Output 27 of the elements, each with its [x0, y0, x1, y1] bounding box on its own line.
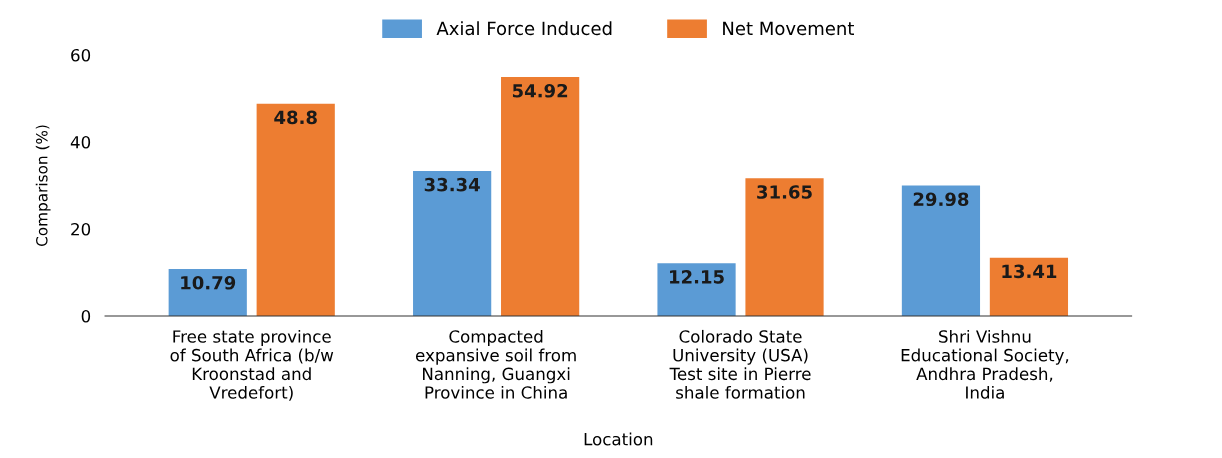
x-axis-title: Location — [584, 432, 653, 446]
x-tick-label: Colorado State University (USA) Test site in Pierre shale formation — [669, 329, 811, 399]
y-tick-label: 0 — [81, 309, 91, 323]
x-tick-label: Shri Vishnu Educational Society, Andhra Pradesh, India — [901, 329, 1069, 399]
data-label: 54.92 — [512, 83, 568, 98]
data-label: 29.98 — [913, 192, 969, 207]
legend-label: Axial Force Induced — [436, 21, 612, 36]
data-label: 31.65 — [757, 185, 812, 199]
bar — [657, 263, 736, 317]
y-tick-label: 60 — [71, 48, 91, 62]
x-tick-label: Compacted expansive soil from Nanning, Guangxi Province in China — [415, 329, 576, 399]
bar — [901, 185, 981, 317]
data-label: 48.8 — [274, 110, 317, 125]
x-tick-label: Free state province of South Africa (b/w Kroonstad and Vredefort) — [170, 329, 334, 401]
legend-label: Net Movement — [723, 21, 854, 36]
y-tick-label: 40 — [70, 135, 91, 149]
bar — [989, 257, 1069, 317]
bar — [501, 77, 580, 317]
data-label: 33.34 — [424, 177, 480, 192]
data-label: 12.15 — [670, 270, 724, 284]
bar — [413, 170, 492, 317]
data-label: 10.79 — [181, 275, 236, 290]
y-tick-label: 20 — [71, 222, 91, 236]
y-axis-title: Comparison (%) — [35, 125, 51, 247]
bar — [745, 178, 824, 317]
bar — [256, 103, 335, 317]
data-label: 13.41 — [1002, 264, 1057, 279]
